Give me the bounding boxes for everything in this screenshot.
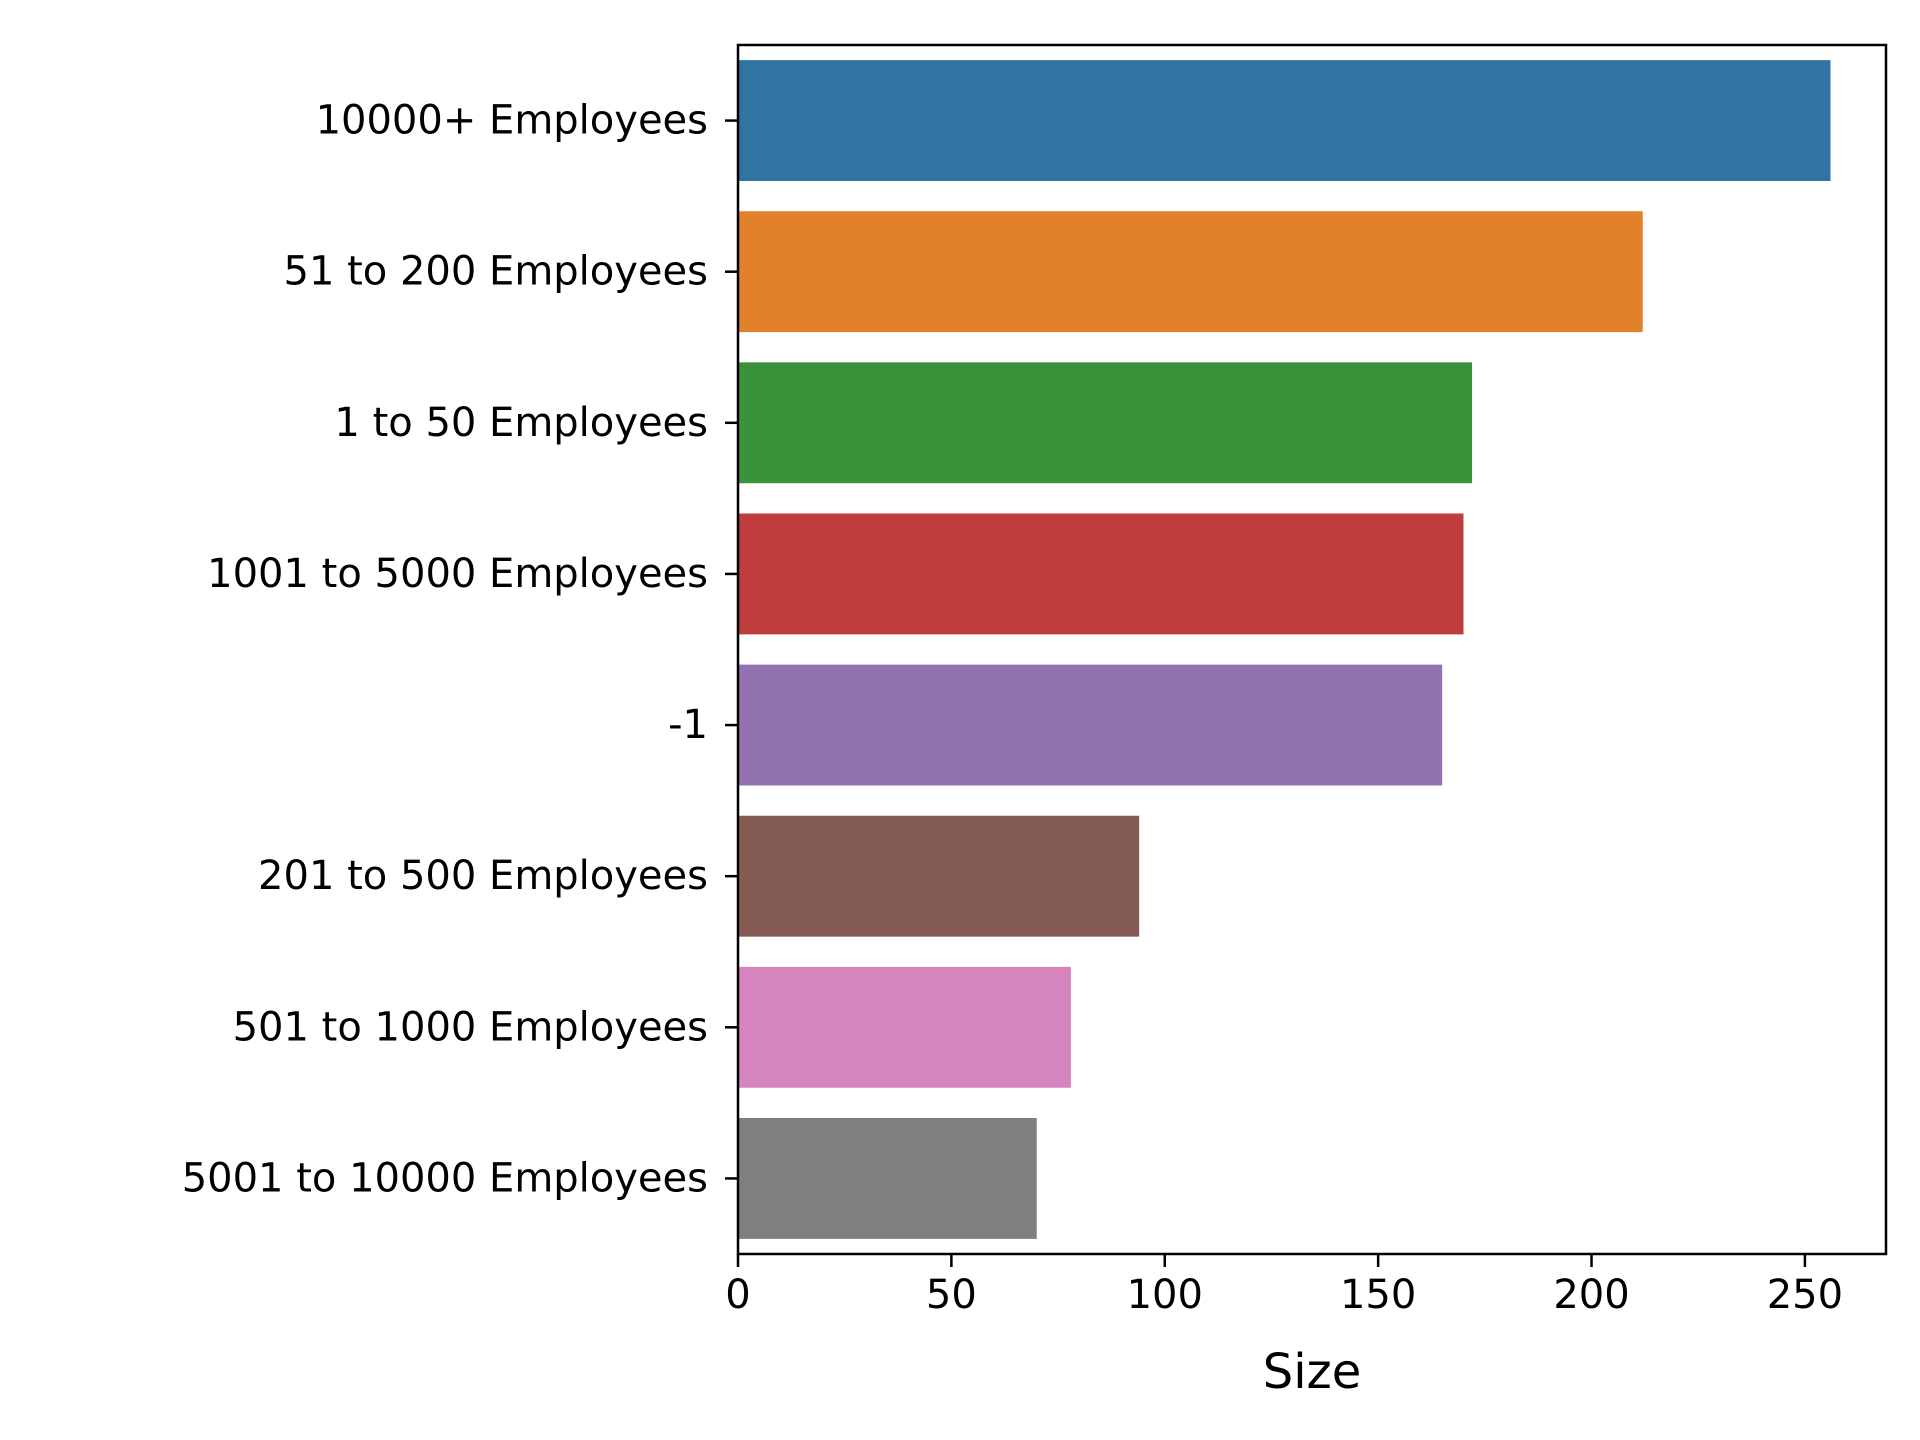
bar (738, 1117, 1037, 1239)
y-tick-label: 201 to 500 Employees (258, 853, 708, 899)
bar (738, 60, 1831, 182)
y-tick-label: 51 to 200 Employees (284, 249, 709, 295)
bar (738, 966, 1071, 1088)
bar (738, 664, 1443, 786)
x-axis-label: Size (1263, 1344, 1362, 1400)
x-tick-label: 50 (926, 1272, 977, 1318)
bar (738, 362, 1473, 484)
x-tick-label: 150 (1340, 1272, 1416, 1318)
y-tick-label: 5001 to 10000 Employees (182, 1155, 708, 1201)
y-tick-label: 1001 to 5000 Employees (207, 551, 708, 597)
plot-frame (736, 43, 1888, 1256)
bar (738, 211, 1643, 333)
y-axis-ticks: 10000+ Employees 51 to 200 Employees 1 to … (182, 98, 738, 1201)
y-tick-label: 10000+ Employees (316, 98, 708, 144)
x-axis-ticks: 0 50 100 150 200 250 (725, 1254, 1843, 1318)
y-tick-label: 1 to 50 Employees (334, 400, 708, 446)
y-tick-label: -1 (668, 702, 708, 748)
y-tick-label: 501 to 1000 Employees (233, 1004, 708, 1050)
bar (738, 815, 1140, 937)
x-tick-label: 200 (1553, 1272, 1629, 1318)
x-tick-label: 250 (1767, 1272, 1843, 1318)
bar (738, 513, 1464, 635)
x-tick-label: 0 (725, 1272, 750, 1318)
x-tick-label: 100 (1127, 1272, 1203, 1318)
bars-group (738, 60, 1831, 1239)
